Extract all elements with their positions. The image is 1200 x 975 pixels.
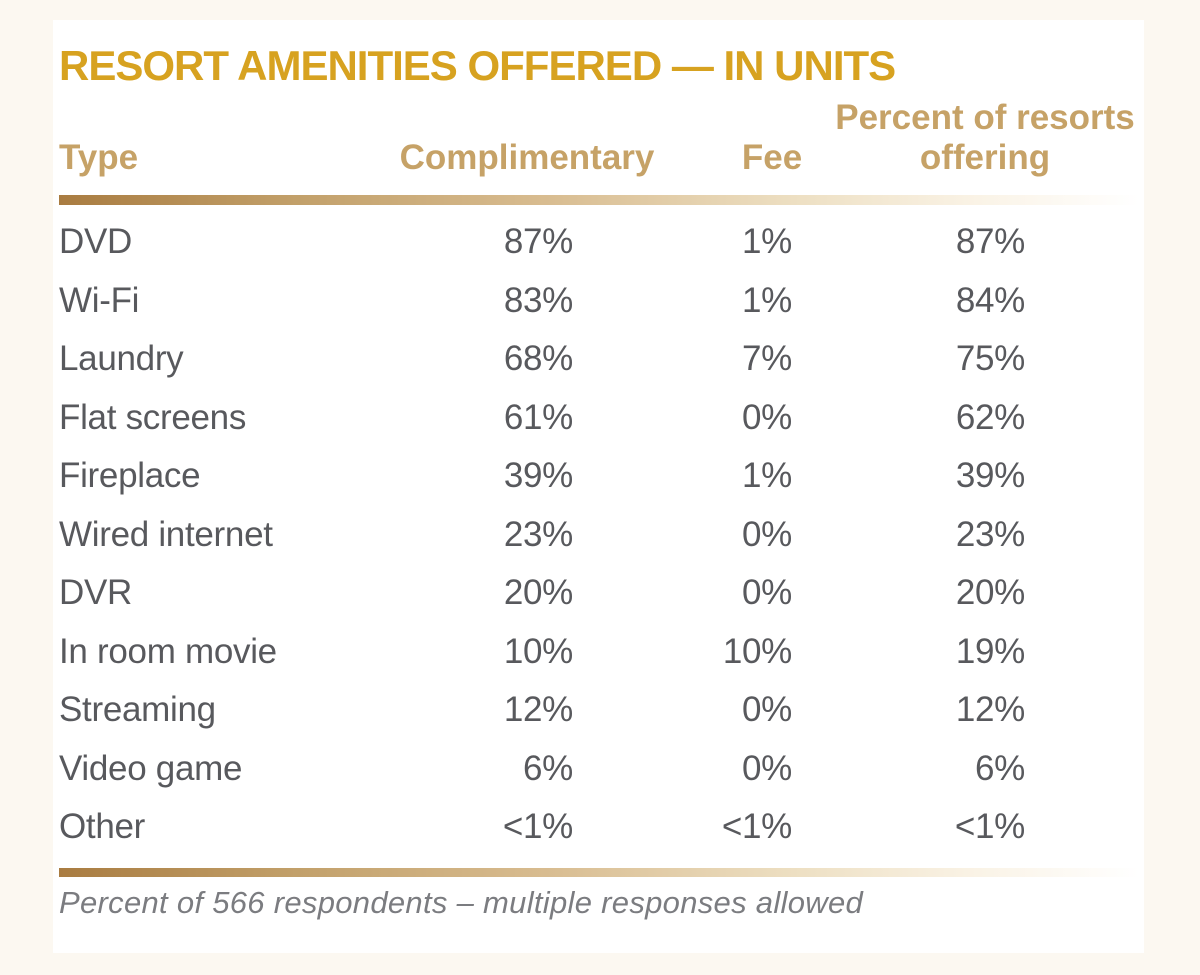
fee-value: 0% (742, 397, 792, 437)
complimentary-value: 23% (503, 514, 573, 554)
table-row: DVD 87% 1% 87% (59, 213, 1025, 272)
row-type-label: Laundry (59, 339, 184, 379)
header-divider-rule (59, 195, 1139, 205)
complimentary-value: 12% (503, 690, 573, 730)
fee-value: 0% (742, 690, 792, 730)
row-type-label: Other (59, 807, 146, 847)
complimentary-value: 61% (503, 397, 573, 437)
offering-value: 84% (955, 280, 1025, 320)
page-title: RESORT AMENITIES OFFERED — IN UNITS (59, 42, 896, 89)
row-type-label: DVD (59, 222, 132, 262)
row-type-label: Wired internet (59, 514, 273, 554)
column-header-complimentary: Complimentary (399, 138, 655, 177)
table-rows: DVD 87% 1% 87% Wi-Fi 83% 1% 84% Laundry 68% 7% 75% F… (59, 213, 1025, 857)
complimentary-value: 39% (503, 456, 573, 496)
table-row: Fireplace 39% 1% 39% (59, 447, 1025, 506)
column-header-type: Type (59, 138, 139, 177)
row-type-label: DVR (59, 573, 132, 613)
column-header-offering-line2: offering (919, 138, 1051, 177)
table-row: Streaming 12% 0% 12% (59, 681, 1025, 740)
table-row: DVR 20% 0% 20% (59, 564, 1025, 623)
row-type-label: Streaming (59, 690, 216, 730)
table-row: Laundry 68% 7% 75% (59, 330, 1025, 389)
fee-value: <1% (721, 807, 792, 847)
offering-value: 12% (955, 690, 1025, 730)
offering-value: 39% (955, 456, 1025, 496)
amenities-table-card: RESORT AMENITIES OFFERED — IN UNITS Perc… (53, 20, 1144, 953)
table-row: Video game 6% 0% 6% (59, 740, 1025, 799)
row-type-label: In room movie (59, 631, 277, 671)
complimentary-value: <1% (502, 807, 573, 847)
fee-value: 1% (742, 280, 792, 320)
offering-value: 6% (975, 748, 1025, 788)
offering-value: 87% (955, 222, 1025, 262)
complimentary-value: 68% (503, 339, 573, 379)
table-row: Flat screens 61% 0% 62% (59, 389, 1025, 448)
complimentary-value: 6% (523, 748, 573, 788)
complimentary-value: 83% (503, 280, 573, 320)
footnote: Percent of 566 respondents – multiple re… (59, 885, 864, 920)
fee-value: 1% (742, 456, 792, 496)
column-header-fee: Fee (741, 138, 803, 177)
offering-value: 23% (955, 514, 1025, 554)
fee-value: 0% (742, 573, 792, 613)
complimentary-value: 87% (503, 222, 573, 262)
table-row: Wired internet 23% 0% 23% (59, 506, 1025, 565)
fee-value: 0% (742, 748, 792, 788)
row-type-label: Video game (59, 748, 243, 788)
complimentary-value: 10% (503, 631, 573, 671)
offering-value: 20% (955, 573, 1025, 613)
complimentary-value: 20% (503, 573, 573, 613)
offering-value: 19% (955, 631, 1025, 671)
table-row: Other <1% <1% <1% (59, 798, 1025, 857)
footer-divider-rule (59, 868, 1139, 877)
offering-value: 62% (955, 397, 1025, 437)
row-type-label: Fireplace (59, 456, 201, 496)
row-type-label: Wi-Fi (59, 280, 140, 320)
row-type-label: Flat screens (59, 397, 247, 437)
fee-value: 1% (742, 222, 792, 262)
offering-value: 75% (955, 339, 1025, 379)
fee-value: 10% (722, 631, 792, 671)
table-row: In room movie 10% 10% 19% (59, 623, 1025, 682)
column-header-offering-line1: Percent of resorts (835, 98, 1135, 137)
fee-value: 7% (742, 339, 792, 379)
offering-value: <1% (954, 807, 1025, 847)
table-row: Wi-Fi 83% 1% 84% (59, 272, 1025, 331)
fee-value: 0% (742, 514, 792, 554)
